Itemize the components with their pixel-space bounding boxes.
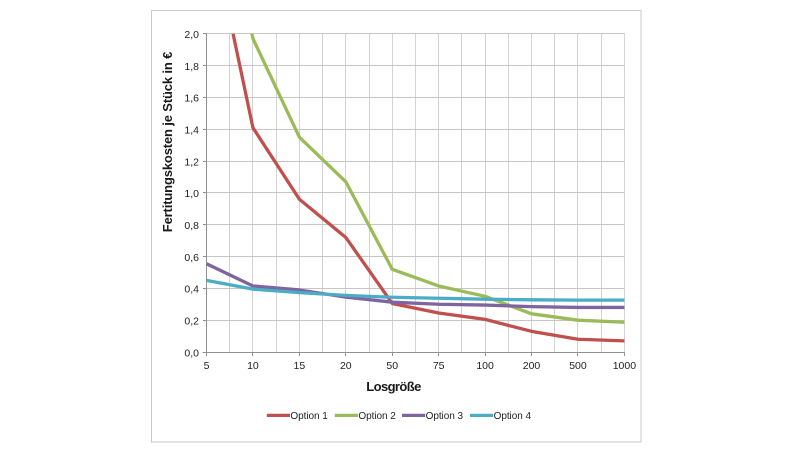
svg-text:200: 200 (523, 360, 541, 372)
svg-text:0,0: 0,0 (184, 347, 199, 359)
svg-text:1,2: 1,2 (184, 156, 199, 168)
svg-text:1,6: 1,6 (184, 93, 199, 105)
svg-text:Losgröße: Losgröße (366, 379, 421, 394)
svg-text:Fertitungskosten je Stück in €: Fertitungskosten je Stück in € (160, 52, 175, 232)
svg-text:2,0: 2,0 (184, 29, 199, 41)
svg-text:15: 15 (294, 360, 306, 372)
svg-text:Option 4: Option 4 (494, 411, 532, 422)
svg-text:0,6: 0,6 (184, 252, 199, 264)
svg-text:500: 500 (569, 360, 587, 372)
svg-text:1,0: 1,0 (184, 188, 199, 200)
svg-text:50: 50 (386, 360, 398, 372)
svg-text:1,4: 1,4 (184, 125, 199, 137)
svg-text:100: 100 (476, 360, 494, 372)
svg-text:Option 3: Option 3 (426, 411, 464, 422)
svg-text:10: 10 (247, 360, 259, 372)
svg-text:1000: 1000 (613, 360, 637, 372)
svg-text:5: 5 (204, 360, 210, 372)
svg-text:1,8: 1,8 (184, 61, 199, 73)
svg-text:0,8: 0,8 (184, 220, 199, 232)
svg-text:20: 20 (340, 360, 352, 372)
svg-text:75: 75 (433, 360, 445, 372)
svg-text:Option 2: Option 2 (358, 411, 396, 422)
svg-text:0,2: 0,2 (184, 315, 199, 327)
svg-text:0,4: 0,4 (184, 284, 199, 296)
svg-text:Option 1: Option 1 (290, 411, 328, 422)
